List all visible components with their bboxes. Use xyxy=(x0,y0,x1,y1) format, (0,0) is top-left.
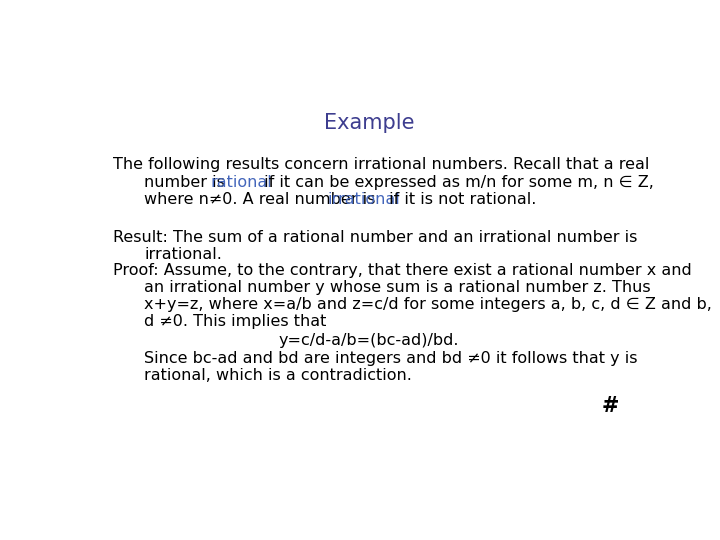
Text: rational: rational xyxy=(211,175,273,190)
Text: Result: The sum of a rational number and an irrational number is: Result: The sum of a rational number and… xyxy=(113,231,638,245)
Text: if it can be expressed as m/n for some m, n ∈ Z,: if it can be expressed as m/n for some m… xyxy=(258,175,654,190)
Text: irrational: irrational xyxy=(328,192,400,207)
Text: #: # xyxy=(601,396,619,416)
Text: number is: number is xyxy=(144,175,230,190)
Text: an irrational number y whose sum is a rational number z. Thus: an irrational number y whose sum is a ra… xyxy=(144,280,651,295)
Text: d ≠0. This implies that: d ≠0. This implies that xyxy=(144,314,327,329)
Text: x+y=z, where x=a/b and z=c/d for some integers a, b, c, d ∈ Z and b,: x+y=z, where x=a/b and z=c/d for some in… xyxy=(144,298,712,312)
Text: The following results concern irrational numbers. Recall that a real: The following results concern irrational… xyxy=(113,157,649,172)
Text: Proof: Assume, to the contrary, that there exist a rational number x and: Proof: Assume, to the contrary, that the… xyxy=(113,264,692,279)
Text: irrational.: irrational. xyxy=(144,247,222,262)
Text: if it is not rational.: if it is not rational. xyxy=(384,192,536,207)
Text: where n≠0. A real number is: where n≠0. A real number is xyxy=(144,192,381,207)
Text: Example: Example xyxy=(324,112,414,132)
Text: Since bc-ad and bd are integers and bd ≠0 it follows that y is: Since bc-ad and bd are integers and bd ≠… xyxy=(144,351,638,366)
Text: rational, which is a contradiction.: rational, which is a contradiction. xyxy=(144,368,412,383)
Text: y=c/d-a/b=(bc-ad)/bd.: y=c/d-a/b=(bc-ad)/bd. xyxy=(279,333,459,348)
